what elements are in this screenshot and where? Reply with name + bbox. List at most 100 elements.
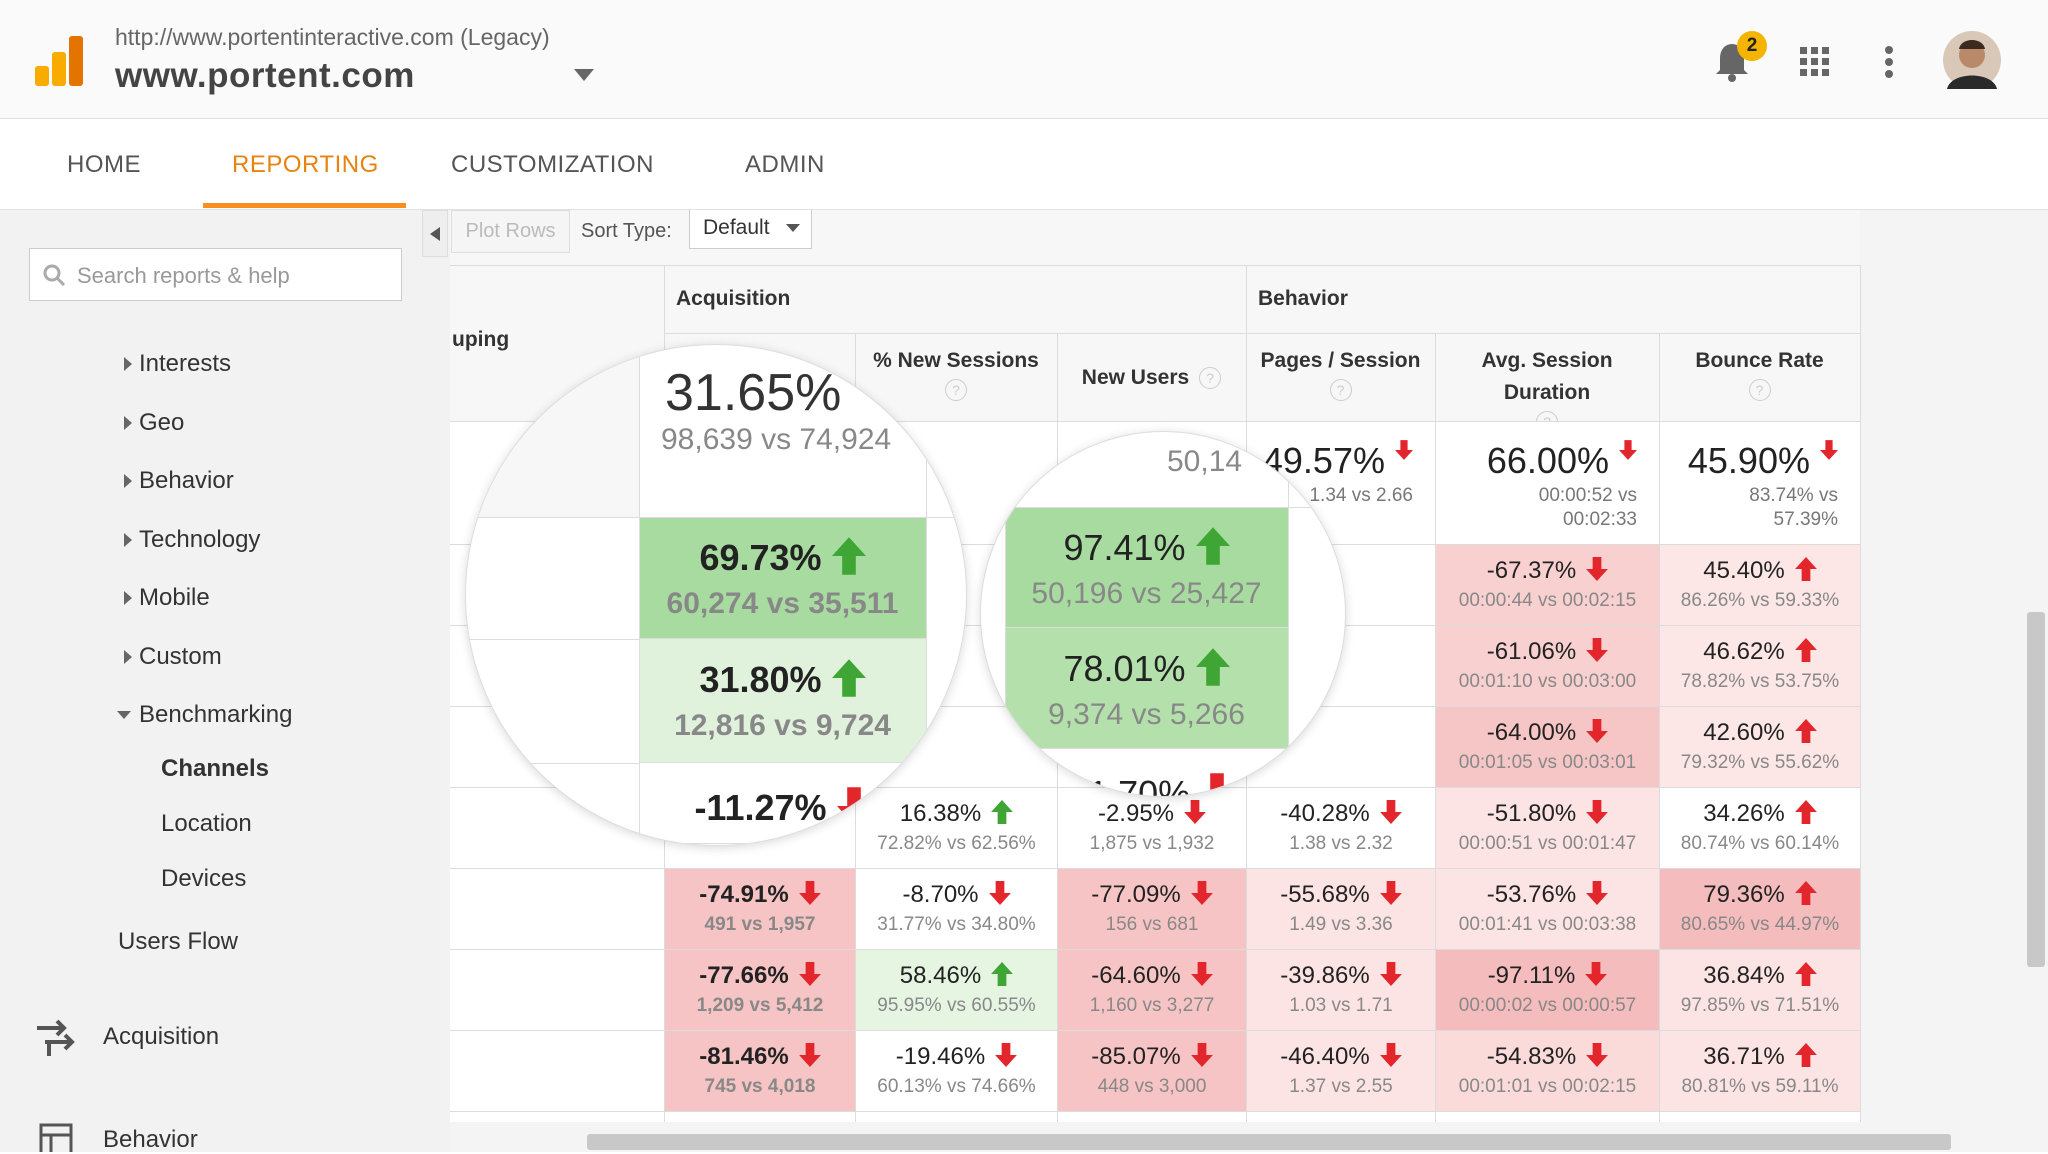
- expand-toggle[interactable]: [122, 591, 136, 605]
- column-header-text: New Users: [1081, 366, 1190, 389]
- metric-main: 36.84%: [1660, 962, 1860, 990]
- report-item[interactable]: Benchmarking: [139, 701, 293, 728]
- nav-reporting[interactable]: REPORTING: [232, 151, 379, 178]
- metric-value: -97.11%: [1487, 962, 1576, 989]
- section-behavior[interactable]: Behavior: [103, 1126, 198, 1153]
- metric-main: 34.26%: [1660, 800, 1860, 828]
- trend-arrow: [1586, 557, 1609, 581]
- report-item[interactable]: Geo: [139, 408, 185, 436]
- report-item[interactable]: Technology: [139, 525, 261, 553]
- report-item-active[interactable]: Channels: [161, 755, 270, 782]
- sort-type-select[interactable]: Default: [689, 210, 812, 249]
- metric-main: 42.60%: [1660, 719, 1860, 747]
- metric-comparison: 00:00:44 vs 00:02:15: [1458, 590, 1637, 611]
- search-icon: [43, 264, 65, 286]
- magnified-cell: 69.73% 60,274 vs 35,511: [639, 517, 926, 639]
- trend-arrow: [1379, 1043, 1402, 1067]
- group-header: Behavior: [1258, 287, 1348, 310]
- report-item[interactable]: Devices: [161, 865, 247, 892]
- metric-main: -54.83%: [1436, 1043, 1659, 1071]
- trend-arrow: [1586, 1043, 1609, 1067]
- column-header[interactable]: New Users?: [1065, 362, 1238, 394]
- column-header[interactable]: Pages / Session?: [1254, 345, 1427, 401]
- expand-toggle[interactable]: [122, 357, 136, 371]
- metric-cell: -19.46% 60.13% vs 74.66%: [856, 1031, 1057, 1111]
- grid-line: [450, 265, 1860, 266]
- search-box[interactable]: Search reports & help: [29, 248, 402, 301]
- property-dropdown[interactable]: [574, 69, 594, 81]
- metric-cell: 58.46% 95.95% vs 60.55%: [856, 950, 1057, 1030]
- metric-comparison: 00:00:51 vs 00:01:47: [1458, 833, 1637, 854]
- expand-toggle[interactable]: [122, 415, 136, 430]
- nav-admin[interactable]: ADMIN: [745, 151, 825, 178]
- metric-value: -53.76%: [1486, 881, 1577, 908]
- metric-value: -54.83%: [1486, 1043, 1577, 1070]
- metric-comparison: 97.85% vs 71.51%: [1680, 995, 1840, 1016]
- magnified-cell: 97.41% 50,196 vs 25,427: [1005, 507, 1288, 628]
- trend-arrow: [1395, 440, 1413, 460]
- report-item[interactable]: Mobile: [139, 584, 210, 611]
- column-header[interactable]: Bounce Rate?: [1667, 345, 1852, 401]
- active-tab-underline: [203, 203, 406, 208]
- metric-comparison: 83.74% vs 57.39%: [1749, 485, 1838, 530]
- metric-main: -81.46%: [665, 1043, 855, 1071]
- metric-comparison: 00:01:01 vs 00:02:15: [1458, 1076, 1637, 1097]
- metric-value: 45.40%: [1703, 557, 1785, 584]
- magnifier-header-bg: [466, 345, 639, 517]
- trend-arrow: [798, 1043, 821, 1067]
- metric-main: -64.60%: [1058, 962, 1246, 990]
- metric-value: -77.09%: [1091, 881, 1181, 908]
- property-name[interactable]: www.portent.com: [115, 56, 415, 95]
- report-item[interactable]: Location: [161, 810, 252, 837]
- metric-value: -77.66%: [699, 962, 789, 989]
- trend-arrow: [1586, 800, 1609, 824]
- horizontal-scrollbar[interactable]: [587, 1134, 1951, 1150]
- nav-customization[interactable]: CUSTOMIZATION: [451, 151, 654, 178]
- column-header-text: Bounce Rate: [1695, 349, 1824, 372]
- help-icon: ?: [945, 379, 967, 401]
- metric-main: -77.66%: [665, 962, 855, 990]
- magnifier-comparison: 98,639 vs 74,924: [661, 423, 892, 456]
- section-acquisition[interactable]: Acquisition: [103, 1023, 220, 1050]
- metric-cell: -46.40% 1.37 vs 2.55: [1247, 1031, 1435, 1111]
- expand-toggle[interactable]: [122, 532, 136, 547]
- metric-cell: -81.46% 745 vs 4,018: [665, 1031, 855, 1111]
- metric-comparison: 00:01:41 vs 00:03:38: [1458, 914, 1637, 935]
- metric-main: -67.37%: [1436, 557, 1659, 585]
- grid-line: [466, 844, 639, 845]
- plot-rows-button[interactable]: Plot Rows: [451, 210, 570, 253]
- metric-cell: 66.00% 00:00:52 vs 00:02:33: [1436, 422, 1659, 544]
- trend-arrow: [1200, 773, 1235, 796]
- metric-main: -53.76%: [1436, 881, 1659, 909]
- metric-comparison: 1.03 vs 1.71: [1289, 995, 1393, 1016]
- trend-arrow: [1794, 638, 1817, 662]
- metric-value: 49.57%: [1262, 440, 1385, 481]
- apps-icon[interactable]: [1800, 47, 1830, 77]
- trend-arrow: [988, 881, 1011, 905]
- user-avatar[interactable]: [1943, 31, 2001, 89]
- help-icon: ?: [1199, 367, 1222, 390]
- report-item[interactable]: Custom: [139, 642, 222, 670]
- vertical-scrollbar[interactable]: [2027, 612, 2045, 967]
- collapse-button[interactable]: [422, 210, 448, 257]
- column-header[interactable]: % New Sessions?: [863, 345, 1049, 401]
- expand-toggle[interactable]: [122, 649, 136, 664]
- report-item[interactable]: Interests: [139, 350, 232, 377]
- expand-toggle[interactable]: [122, 474, 136, 488]
- magnified-comparison: 50,196 vs 25,427: [1031, 577, 1262, 610]
- report-item[interactable]: Behavior: [139, 467, 234, 494]
- more-menu[interactable]: [1883, 45, 1895, 79]
- metric-value: -8.70%: [902, 881, 979, 908]
- trend-arrow: [798, 881, 821, 905]
- metric-main: -55.68%: [1247, 881, 1435, 909]
- expand-toggle[interactable]: [117, 708, 131, 722]
- nav-home[interactable]: HOME: [67, 151, 141, 178]
- report-item[interactable]: Users Flow: [118, 928, 239, 955]
- magnified-main: -11.70%: [1005, 773, 1288, 796]
- metric-comparison: 1.38 vs 2.32: [1289, 833, 1393, 854]
- magnified-main: 97.41%: [1005, 527, 1288, 569]
- trend-arrow: [995, 1043, 1018, 1067]
- metric-value: -61.06%: [1486, 638, 1577, 665]
- column-header[interactable]: Avg. Session Duration?: [1443, 345, 1651, 433]
- metric-comparison: 80.65% vs 44.97%: [1680, 914, 1840, 935]
